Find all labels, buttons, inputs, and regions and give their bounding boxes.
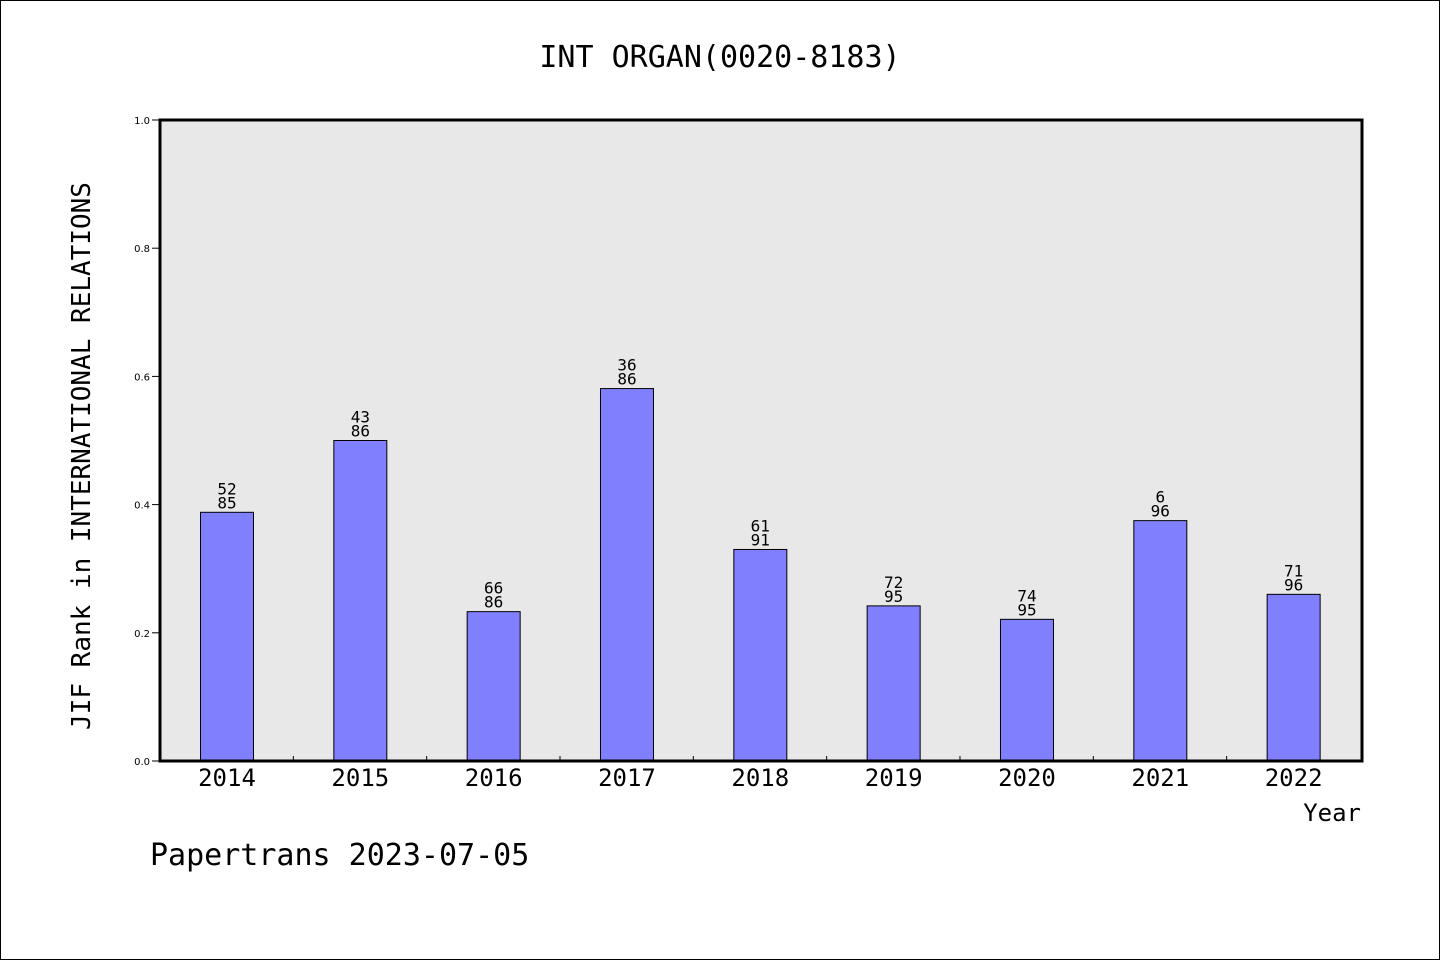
bar-2020 bbox=[999, 618, 1054, 762]
y-tick-label: 1.0 bbox=[134, 116, 150, 127]
rank-label: 72 bbox=[884, 573, 903, 592]
x-axis-ticks: 2014 2015 2016 2017 2018 2019 2020 2021 2022 bbox=[198, 756, 1323, 792]
total-label: 91 bbox=[751, 530, 770, 549]
rank-label: 66 bbox=[484, 579, 503, 598]
footer-stamp: Papertrans 2023-07-05 bbox=[150, 838, 529, 873]
total-label: 95 bbox=[884, 587, 903, 606]
x-axis-label: Year bbox=[1303, 799, 1361, 827]
y-tick-label: 0.2 bbox=[134, 629, 150, 640]
bar-2016 bbox=[466, 611, 521, 762]
bar-2014 bbox=[200, 511, 254, 762]
y-tick-label: 0.4 bbox=[134, 501, 150, 512]
bar-2015 bbox=[333, 440, 388, 762]
total-label: 95 bbox=[1017, 600, 1036, 619]
total-label: 86 bbox=[351, 422, 370, 441]
rank-label: 74 bbox=[1017, 586, 1036, 605]
rank-label: 36 bbox=[617, 356, 636, 375]
y-axis-ticks: 0.0 0.2 0.4 0.6 0.8 1.0 bbox=[134, 116, 160, 768]
bar-2017 bbox=[599, 388, 654, 762]
rank-label: 71 bbox=[1284, 561, 1303, 580]
bar-2018 bbox=[733, 548, 788, 762]
plot-border bbox=[158, 118, 1364, 763]
total-label: 96 bbox=[1284, 575, 1303, 594]
y-tick-label: 0.6 bbox=[134, 372, 150, 383]
chart-title: INT ORGAN(0020-8183) bbox=[539, 40, 900, 75]
y-tick-label: 0.0 bbox=[134, 757, 150, 768]
rank-label: 61 bbox=[751, 516, 770, 535]
bar-group bbox=[200, 388, 1321, 762]
total-label: 96 bbox=[1151, 502, 1170, 521]
x-tick-label: 2016 bbox=[465, 764, 523, 792]
rank-label: 43 bbox=[351, 408, 370, 427]
y-tick-label: 0.8 bbox=[134, 244, 150, 255]
x-tick-label: 2015 bbox=[331, 764, 389, 792]
x-tick-label: 2019 bbox=[865, 764, 923, 792]
x-tick-label: 2017 bbox=[598, 764, 656, 792]
total-label: 86 bbox=[484, 593, 503, 612]
x-tick-label: 2018 bbox=[731, 764, 789, 792]
bar-2021 bbox=[1133, 520, 1188, 762]
total-label: 85 bbox=[217, 493, 236, 512]
bar-2022 bbox=[1266, 593, 1321, 762]
y-axis-label: JIF Rank in INTERNATIONAL RELATIONS bbox=[67, 182, 97, 730]
bar-2019 bbox=[866, 605, 921, 762]
rank-label: 6 bbox=[1155, 488, 1165, 507]
x-tick-label: 2014 bbox=[198, 764, 256, 792]
total-label: 86 bbox=[617, 370, 636, 389]
rank-label: 52 bbox=[217, 479, 236, 498]
x-tick-label: 2021 bbox=[1131, 764, 1189, 792]
x-tick-label: 2020 bbox=[998, 764, 1056, 792]
x-tick-label: 2022 bbox=[1265, 764, 1323, 792]
